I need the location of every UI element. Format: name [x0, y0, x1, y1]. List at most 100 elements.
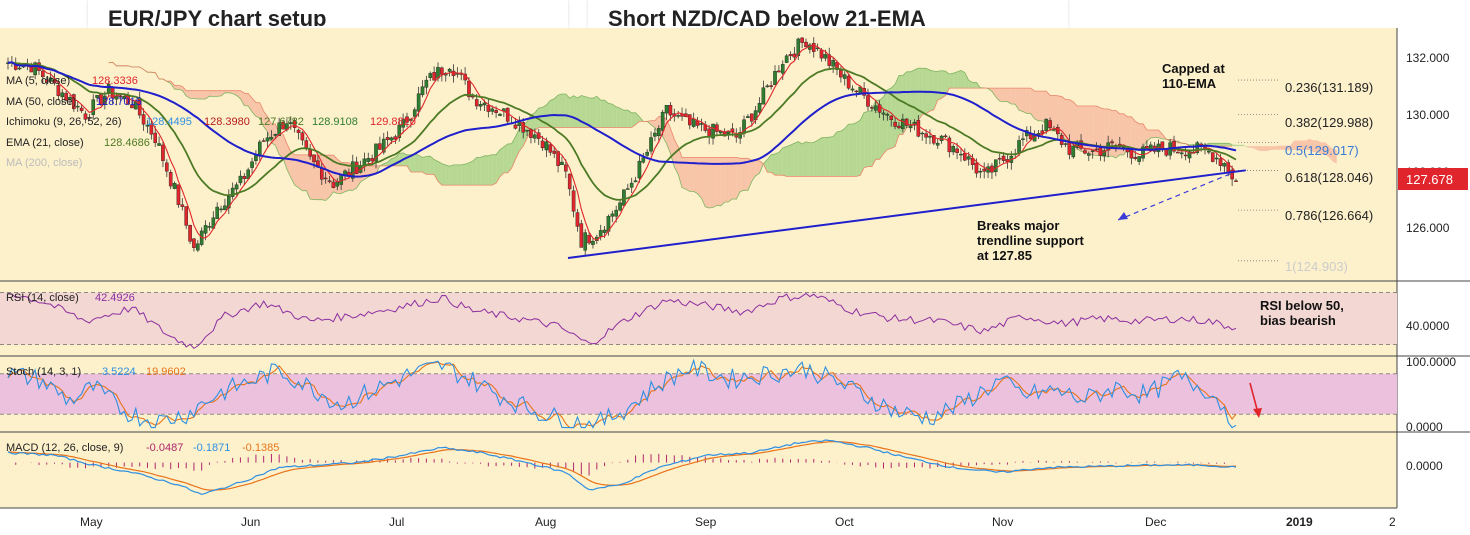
- cloud-segment: [1034, 91, 1039, 121]
- cloud-segment: [1115, 110, 1120, 158]
- candle-body: [1048, 120, 1052, 128]
- candle-body: [319, 168, 324, 180]
- candle-body: [223, 205, 227, 211]
- cloud-segment: [476, 157, 481, 186]
- candle-body: [281, 122, 285, 130]
- cloud-segment: [213, 90, 218, 97]
- cloud-segment: [592, 96, 597, 128]
- breakdown-pointer-line: [1117, 173, 1231, 221]
- price-tick-label: 126.000: [1406, 221, 1450, 235]
- cloud-segment: [786, 144, 791, 177]
- candle-body: [339, 174, 343, 185]
- candle-body: [552, 150, 557, 154]
- cloud-segment: [507, 143, 512, 173]
- legend-ichimoku-value: 128.9108: [312, 116, 358, 128]
- candle-body: [432, 72, 436, 81]
- candle-body: [831, 60, 835, 67]
- chart-tab-1[interactable]: EUR/JPY chart setup: [88, 0, 568, 28]
- cloud-segment: [484, 155, 489, 186]
- chart-tab-2[interactable]: Short NZD/CAD below 21-EMA: [588, 0, 1068, 28]
- senkou-span-b: [108, 61, 1233, 186]
- candle-body: [451, 70, 456, 77]
- candle-body: [428, 73, 433, 78]
- candle-body: [749, 113, 754, 122]
- cloud-segment: [875, 100, 880, 160]
- candle-body: [567, 173, 572, 190]
- time-tick-label: Jun: [241, 515, 260, 529]
- cloud-segment: [616, 106, 621, 128]
- candle-body: [997, 158, 1002, 160]
- cloud-segment: [1073, 101, 1078, 149]
- cloud-segment: [589, 97, 593, 128]
- candle-body: [575, 212, 580, 227]
- candle-body: [668, 105, 673, 116]
- candle-body: [761, 87, 766, 105]
- cloud-segment: [747, 158, 752, 191]
- cloud-segment: [728, 157, 733, 202]
- cloud-segment: [670, 128, 675, 167]
- cloud-segment: [848, 124, 853, 177]
- legend-ma5-label: MA (5, close): [6, 75, 70, 87]
- candle-body: [1164, 149, 1169, 156]
- candle-body: [963, 153, 967, 161]
- candle-body: [56, 85, 61, 96]
- cloud-segment: [221, 90, 225, 96]
- candle-body: [649, 137, 653, 152]
- cloud-segment: [263, 111, 268, 132]
- candle-body: [188, 225, 192, 242]
- cloud-segment: [387, 158, 392, 166]
- rsi-plot: [7, 292, 1237, 350]
- candle-body: [633, 180, 638, 183]
- candle-body: [877, 104, 882, 113]
- price-tick-label: 130.000: [1406, 108, 1450, 122]
- cloud-segment: [1247, 146, 1252, 148]
- cloud-segment: [217, 90, 222, 97]
- candle-body: [966, 156, 971, 160]
- candle-body: [304, 140, 309, 149]
- cloud-segment: [821, 137, 826, 177]
- candle-body: [192, 238, 196, 248]
- cloud-segment: [794, 141, 799, 177]
- stoch-down-arrowhead: [1253, 408, 1262, 418]
- time-tick-label: May: [80, 515, 103, 529]
- candle-body: [521, 122, 526, 133]
- fib-label: 0.618(128.046): [1285, 170, 1373, 185]
- candle-body: [827, 54, 832, 66]
- price-legend: MA (5, close) 128.3336 MA (50, close) 12…: [6, 75, 416, 169]
- candle-body: [215, 206, 219, 219]
- annotation-breaks: trendline support: [977, 233, 1085, 248]
- legend-ema21-label: EMA (21, close): [6, 137, 84, 149]
- cloud-segment: [883, 89, 888, 154]
- cloud-segment: [833, 131, 837, 177]
- cloud-segment: [1305, 138, 1310, 150]
- last-price-value: 127.678: [1406, 172, 1453, 187]
- candle-body: [273, 134, 278, 136]
- cloud-segment: [666, 119, 671, 154]
- candle-body: [1179, 152, 1184, 155]
- candle-body: [141, 114, 146, 125]
- time-tick-label: Jul: [389, 515, 404, 529]
- candle-body: [1071, 145, 1076, 158]
- cloud-segment: [437, 161, 442, 186]
- candle-body: [234, 184, 239, 190]
- ma5-line: [7, 44, 1237, 241]
- cloud-segment: [418, 155, 423, 172]
- cloud-segment: [1239, 144, 1244, 147]
- cloud-segment: [465, 162, 469, 186]
- cloud-segment: [778, 147, 783, 176]
- rsi-legend-label: RSI (14, close): [6, 292, 79, 304]
- time-tick-label: Oct: [835, 515, 854, 529]
- candle-body: [467, 80, 471, 98]
- cloud-segment: [1243, 144, 1248, 148]
- cloud-segment: [569, 95, 574, 128]
- candle-body: [145, 124, 150, 127]
- candle-body: [773, 71, 777, 86]
- candle-body: [385, 137, 390, 140]
- candle-body: [614, 209, 618, 217]
- candle-body: [269, 136, 274, 140]
- candle-body: [1086, 153, 1091, 156]
- candle-body: [1001, 155, 1006, 161]
- cloud-segment: [864, 111, 868, 168]
- cloud-segment: [426, 156, 431, 175]
